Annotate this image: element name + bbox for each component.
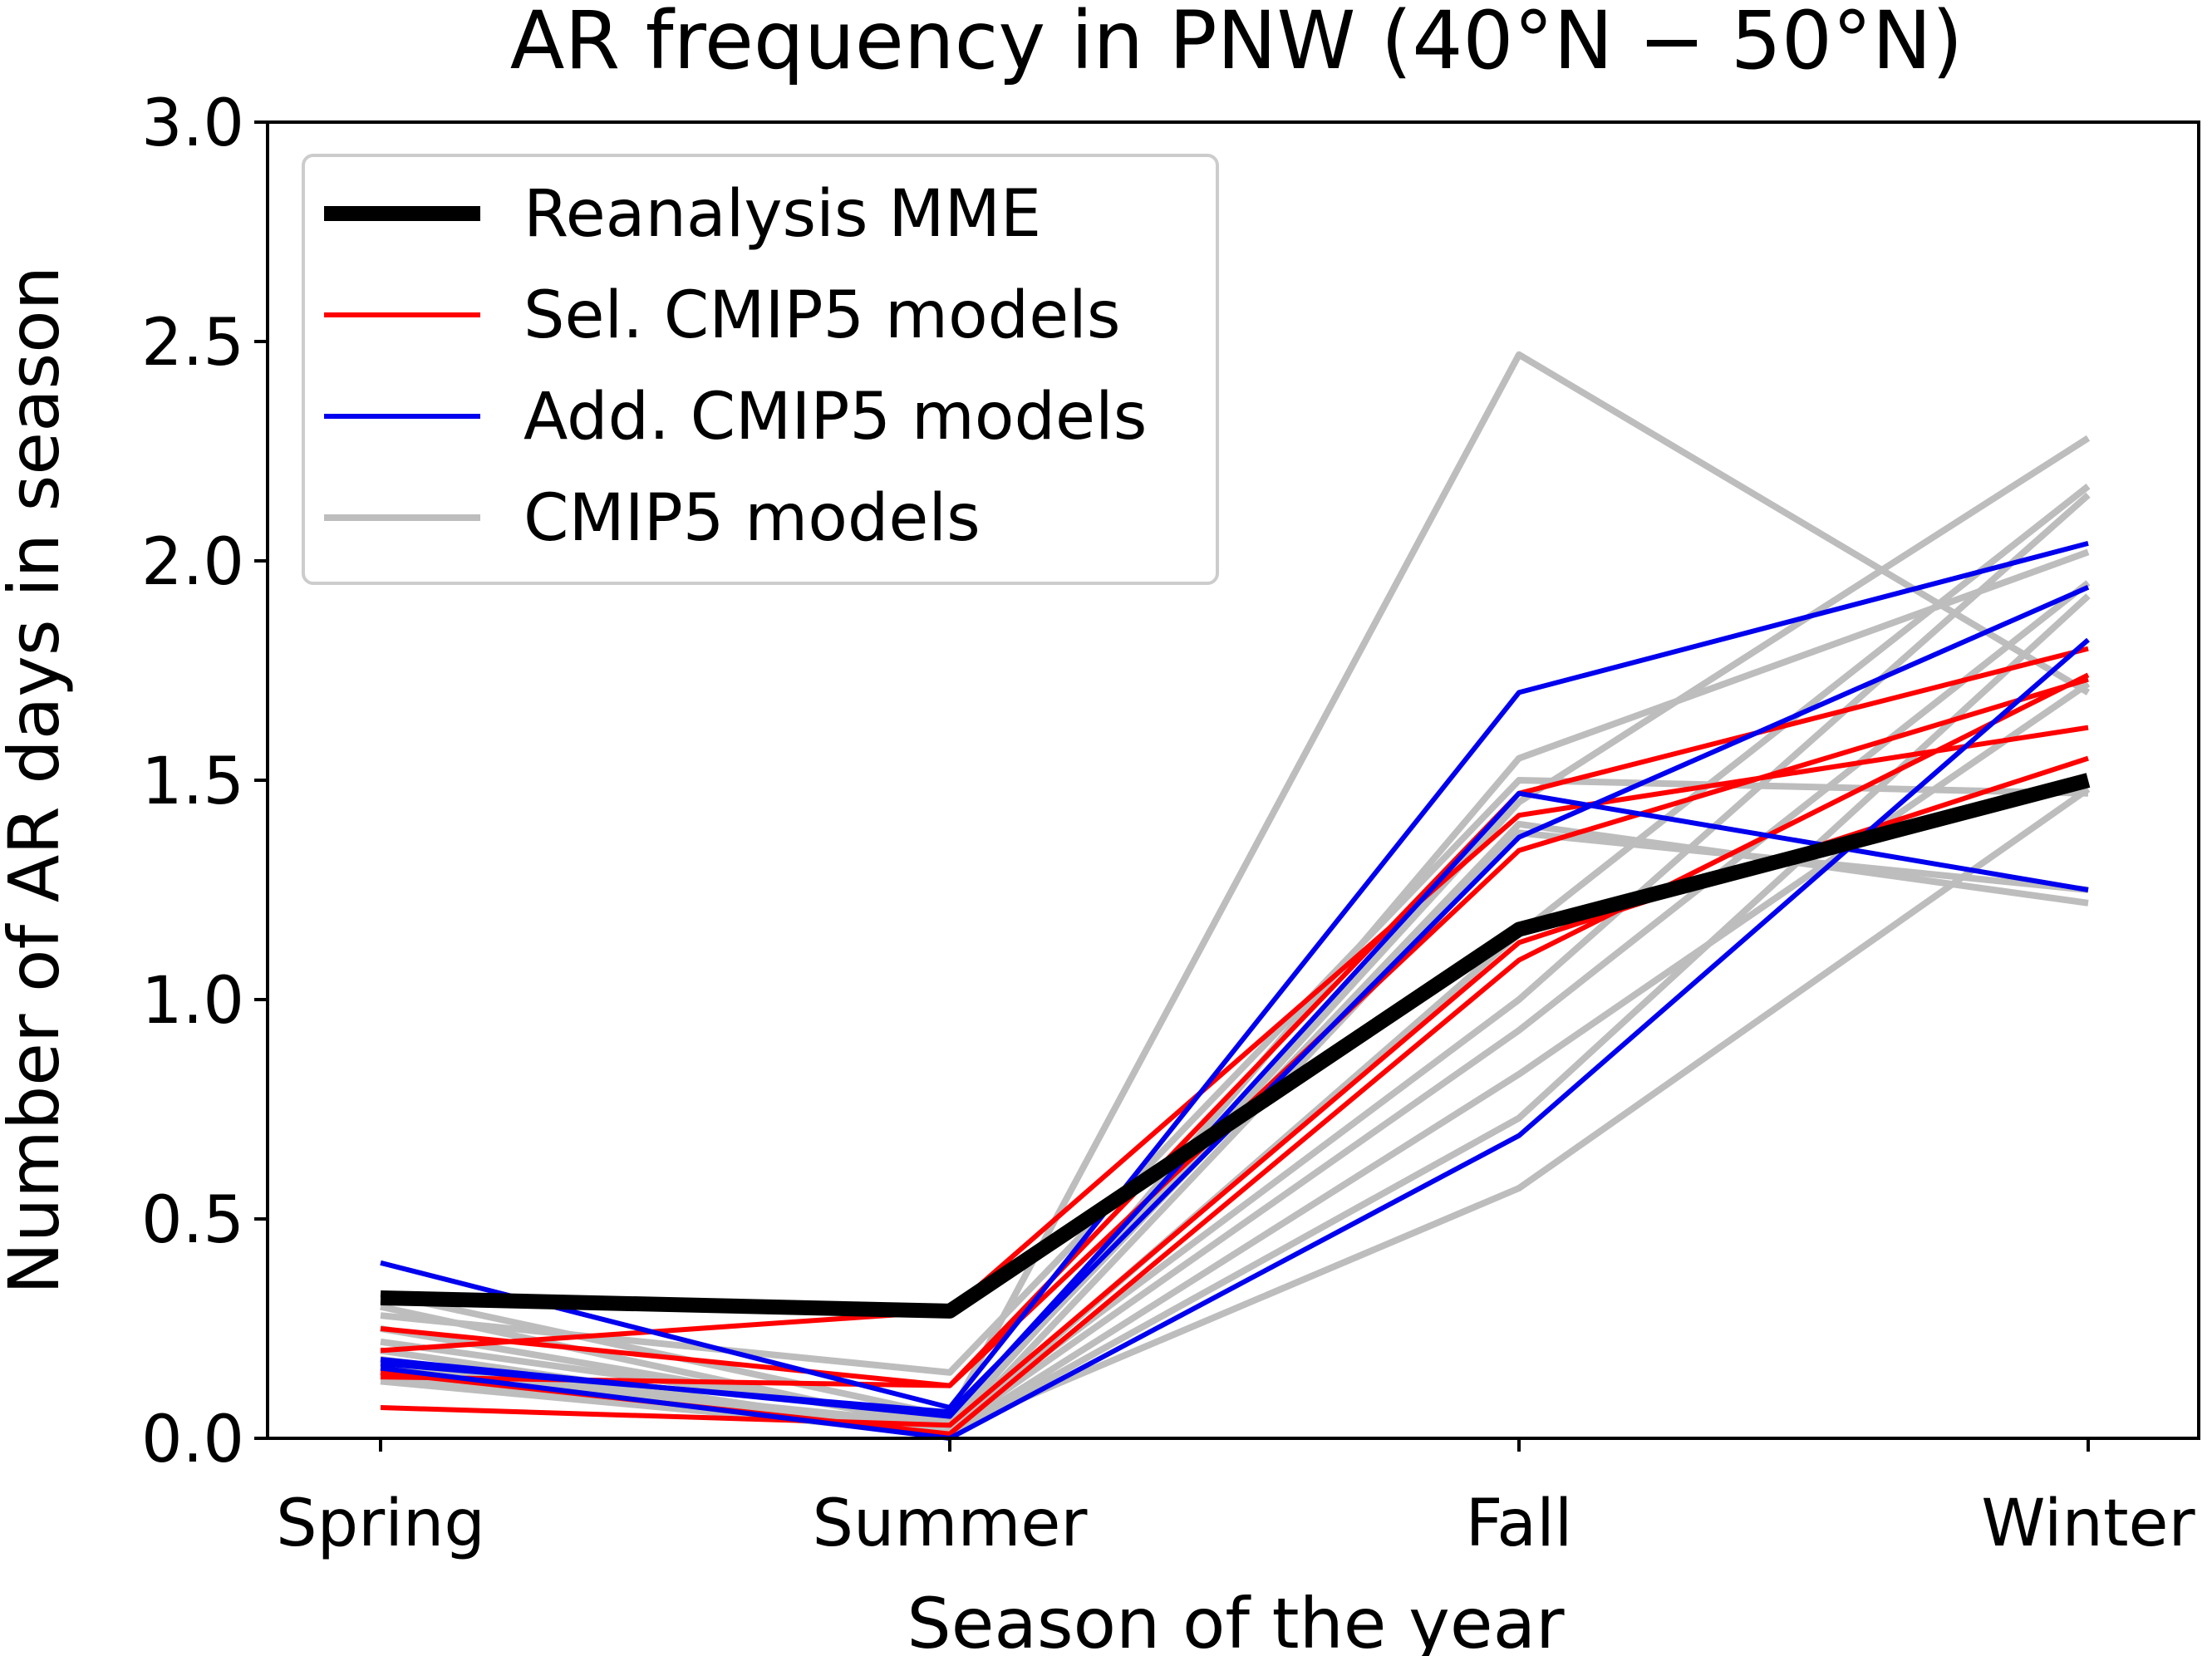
- x-axis-label: Season of the year: [907, 1583, 1565, 1656]
- y-axis: 0.0 0.5 1.0 1.5 2.0 2.5 3.0: [141, 86, 268, 1477]
- legend-label-reanalysis: Reanalysis MME: [524, 177, 1041, 252]
- y-tick-label: 0.5: [141, 1183, 244, 1258]
- series-line-sel-13: [380, 725, 2089, 1354]
- y-axis-label: Number of AR days in season: [0, 266, 75, 1295]
- chart-title: AR frequency in PNW (40°N − 50°N): [510, 0, 1963, 87]
- legend-label-cmip5: CMIP5 models: [524, 481, 981, 556]
- y-tick-label: 3.0: [141, 86, 244, 161]
- legend-box: [302, 154, 1219, 585]
- series-line-cmip5-11: [380, 786, 2091, 1433]
- series-line-sel-12: [380, 646, 2089, 1388]
- x-tick-label: Winter: [1981, 1486, 2195, 1561]
- series-line-cmip5-9: [380, 681, 2091, 1437]
- legend-items: Reanalysis MME Sel. CMIP5 models Add. CMIP…: [324, 177, 1147, 556]
- y-tick-label: 0.0: [141, 1403, 244, 1477]
- series-line-cmip5-2: [380, 777, 2089, 1376]
- plot-area: [266, 120, 2200, 1441]
- y-tick-label: 2.0: [141, 525, 244, 600]
- legend-label-sel: Sel. CMIP5 models: [524, 278, 1121, 353]
- series-line-add-20: [380, 637, 2090, 1441]
- series-line-add-17: [380, 540, 2089, 1410]
- x-axis: Spring Summer Fall Winter: [276, 1438, 2196, 1561]
- legend: Reanalysis MME Sel. CMIP5 models Add. CMIP…: [302, 154, 1219, 585]
- x-tick-label: Spring: [276, 1486, 485, 1561]
- series-line-cmip5-1: [380, 548, 2090, 1433]
- legend-label-add: Add. CMIP5 models: [524, 380, 1147, 455]
- x-tick-label: Fall: [1466, 1486, 1573, 1561]
- series-layer: [380, 351, 2091, 1441]
- y-tick-label: 2.5: [141, 306, 244, 381]
- x-tick-label: Summer: [813, 1486, 1089, 1561]
- series-line-reanalysis-21: [380, 773, 2091, 1319]
- y-tick-label: 1.5: [141, 744, 244, 819]
- y-tick-label: 1.0: [141, 964, 244, 1039]
